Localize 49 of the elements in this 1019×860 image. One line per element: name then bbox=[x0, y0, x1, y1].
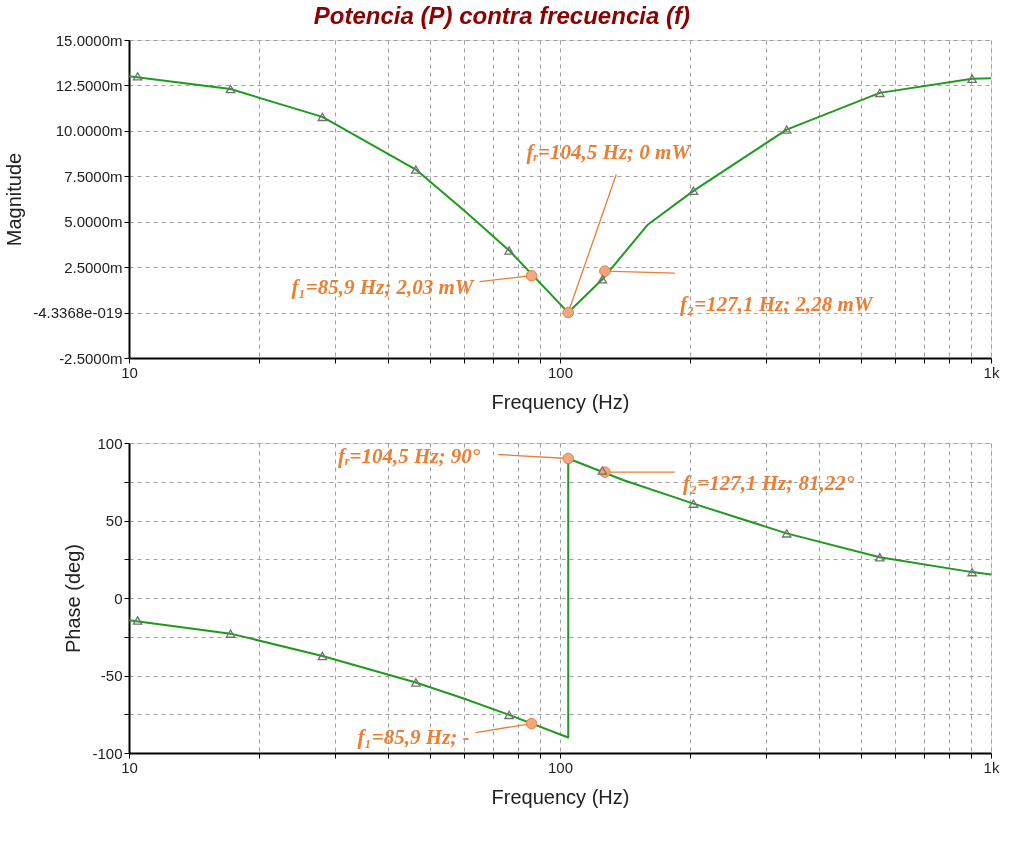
y-axis-title: Magnitude bbox=[3, 152, 26, 247]
annotation: f₂=127,1 Hz; 81,22° bbox=[682, 471, 855, 496]
point bbox=[225, 629, 236, 638]
point bbox=[132, 616, 143, 625]
point bbox=[504, 710, 514, 720]
annotation: f₂=127,1 Hz; 2,28 mW bbox=[679, 292, 874, 317]
y-tick-label: 100 bbox=[97, 434, 123, 452]
x-tick-label: 10 bbox=[121, 363, 138, 381]
y-tick-label: 10.0000m bbox=[55, 122, 123, 140]
x-tick-label: 100 bbox=[547, 758, 574, 776]
y-tick-label: 15.0000m bbox=[55, 31, 123, 49]
annotation: fᵣ=104,5 Hz; 0 mW bbox=[526, 139, 692, 164]
point bbox=[781, 125, 792, 134]
x-tick-label: 1k bbox=[983, 363, 1000, 381]
y-tick-label: -50 bbox=[100, 667, 123, 684]
point bbox=[411, 165, 421, 174]
x-tick-label: 1k bbox=[983, 758, 1000, 776]
point bbox=[225, 84, 236, 94]
y-axis-title: Phase (deg) bbox=[62, 544, 85, 653]
x-tick-label: 10 bbox=[121, 758, 138, 776]
x-tick-label: 100 bbox=[547, 363, 574, 381]
y-tick-label: -100 bbox=[92, 744, 123, 762]
y-tick-label: 5.0000m bbox=[64, 213, 123, 231]
point bbox=[132, 72, 143, 81]
annotation: f₁=85,9 Hz; - bbox=[357, 724, 470, 749]
x-axis-title: Frequency (Hz) bbox=[491, 785, 630, 808]
y-tick-label: 2.5000m bbox=[64, 258, 123, 276]
y-tick-label: 0 bbox=[114, 589, 123, 607]
y-tick-label: 50 bbox=[105, 512, 123, 529]
point bbox=[967, 567, 977, 577]
point bbox=[688, 186, 699, 196]
point bbox=[967, 74, 977, 83]
point bbox=[597, 275, 608, 284]
point bbox=[317, 651, 328, 661]
point bbox=[874, 88, 885, 98]
point bbox=[504, 246, 514, 255]
chart-title: Potencia (P) contra frecuencia (f) bbox=[313, 1, 690, 29]
x-axis-title: Frequency (Hz) bbox=[491, 390, 630, 413]
y-tick-label: -2.5000m bbox=[59, 349, 123, 367]
point bbox=[781, 529, 792, 538]
y-tick-label: 7.5000m bbox=[64, 167, 123, 185]
point bbox=[874, 552, 885, 562]
y-tick-label: -4.3368e-019 bbox=[33, 304, 123, 322]
point bbox=[688, 499, 699, 508]
y-tick-label: 12.5000m bbox=[55, 76, 123, 94]
annotation: fᵣ=104,5 Hz; 90° bbox=[337, 443, 481, 468]
annotation: f₁=85,9 Hz; 2,03 mW bbox=[291, 274, 475, 299]
point bbox=[411, 678, 421, 687]
point bbox=[317, 112, 328, 122]
